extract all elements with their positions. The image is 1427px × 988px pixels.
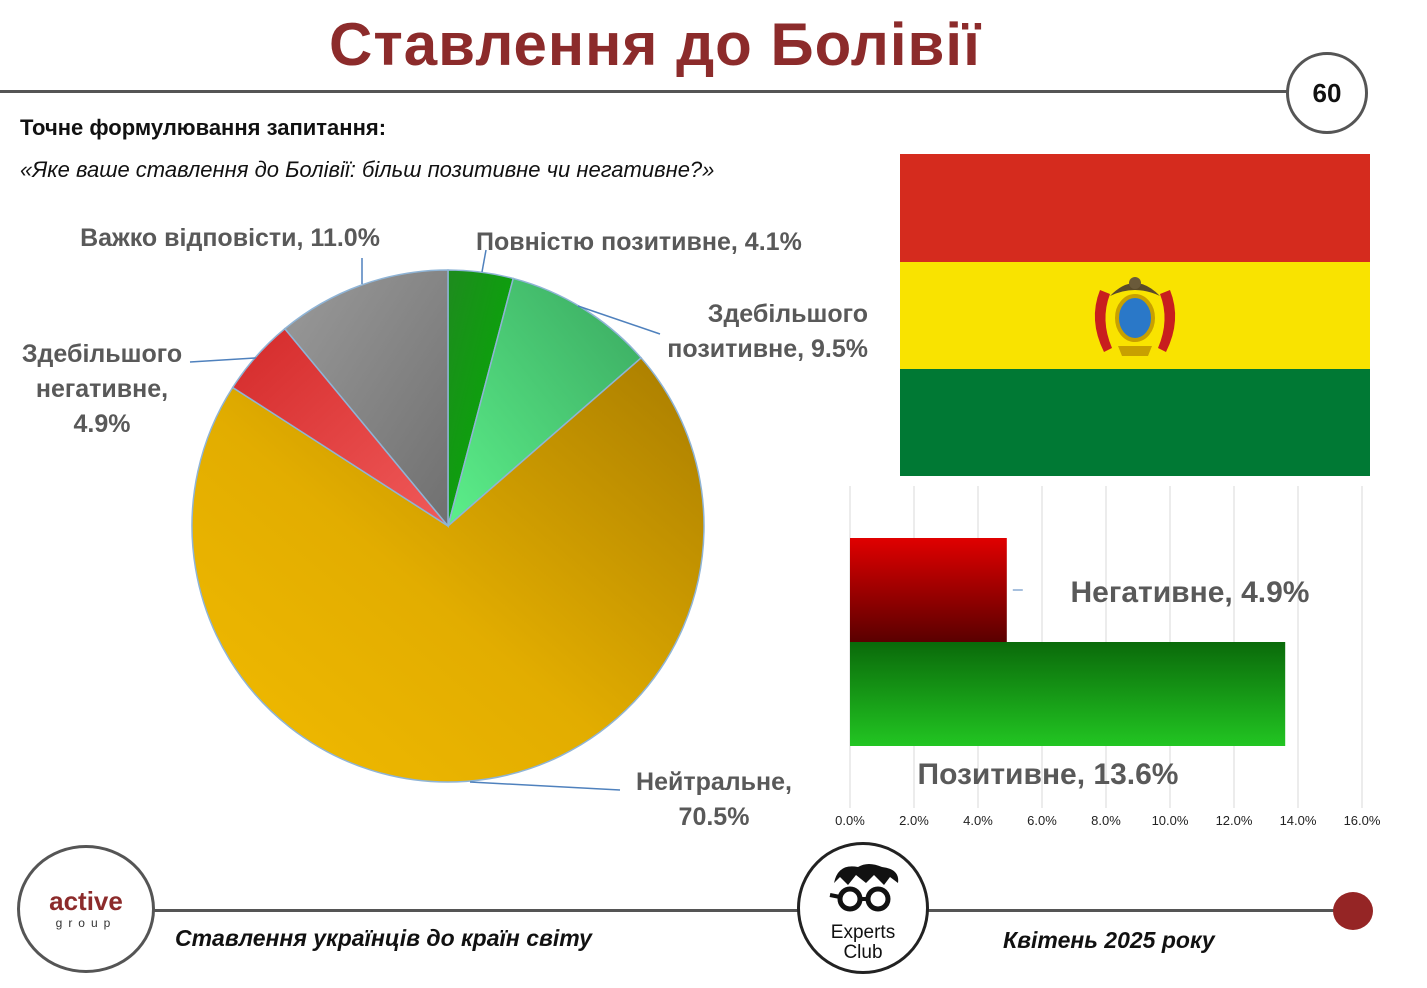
x-tick-label: 16.0% [1344, 813, 1381, 828]
question-text: «Яке ваше ставлення до Болівії: більш по… [20, 157, 715, 182]
bar-label: Позитивне, 13.6% [918, 758, 1179, 791]
flag-stripe-red [900, 154, 1370, 262]
decorative-dot [1333, 892, 1373, 930]
bar [850, 538, 1007, 642]
question-label: Точне формулювання запитання: [20, 115, 387, 140]
page-title: Ставлення до Болівії [329, 11, 981, 78]
x-tick-label: 4.0% [963, 813, 993, 828]
pie-slice-label: Повністю позитивне, 4.1% [476, 228, 802, 256]
pie-slice-label: Здебільшого негативне, 4.9% [22, 340, 182, 438]
experts-club-logo: Experts Club [797, 842, 929, 974]
pie-slice [446, 277, 643, 529]
x-tick-label: 6.0% [1027, 813, 1057, 828]
pie-leader-line [189, 357, 257, 363]
bottom-divider [150, 909, 1350, 912]
x-tick-label: 2.0% [899, 813, 929, 828]
pie-slice-label: Здебільшого позитивне, 9.5% [667, 300, 868, 363]
bar [850, 642, 1286, 746]
x-tick-label: 0.0% [835, 813, 865, 828]
flag-stripe-green [900, 369, 1370, 476]
logo-experts-text: Experts [830, 922, 896, 943]
footer-date: Квітень 2025 року [1003, 927, 1215, 953]
pie-leader-line [469, 781, 621, 791]
x-tick-label: 10.0% [1152, 813, 1189, 828]
pie-leader-line [577, 305, 661, 335]
coat-of-arms-icon [1094, 277, 1176, 356]
page-number: 60 [1286, 52, 1368, 134]
x-tick-label: 12.0% [1216, 813, 1253, 828]
x-tick-label: 8.0% [1091, 813, 1121, 828]
logo-active-text: active [49, 886, 123, 916]
pie-slice-label: Нейтральне, 70.5% [636, 768, 792, 831]
x-tick-label: 14.0% [1280, 813, 1317, 828]
pie-slice-label: Важко відповісти, 11.0% [80, 224, 380, 252]
top-divider [0, 90, 1288, 93]
pie-slice [191, 356, 705, 783]
footer-survey-title: Ставлення українців до країн світу [175, 925, 592, 951]
pie-leader-line [481, 249, 487, 273]
active-group-logo: active group [17, 845, 155, 973]
pie-slice [283, 269, 449, 529]
bar-label: Негативне, 4.9% [1071, 576, 1310, 609]
logo-group-text: group [55, 916, 117, 930]
logo-club-text: Club [843, 941, 883, 963]
glasses-face-icon [829, 864, 899, 912]
